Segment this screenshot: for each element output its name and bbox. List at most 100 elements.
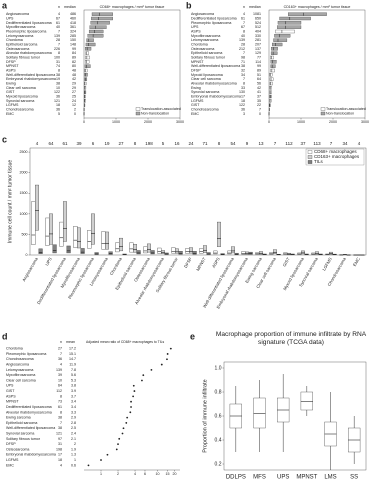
row-n: 38 <box>58 416 62 420</box>
n-label: 113 <box>313 141 321 146</box>
row-n: 198 <box>56 447 62 451</box>
box <box>231 246 235 254</box>
row-n: 8 <box>58 68 60 72</box>
row-label: DFSP <box>191 68 201 72</box>
box <box>35 184 39 231</box>
row-label: Well-differentiated liposarcoma <box>6 73 55 77</box>
row-n: 139 <box>239 38 245 42</box>
row-median: 129 <box>255 51 261 55</box>
row-n: 139 <box>56 368 62 372</box>
point <box>126 416 129 419</box>
row-n: 7 <box>60 352 62 356</box>
x-tick-label: MPNST <box>296 475 317 481</box>
row-median: 82 <box>72 60 76 64</box>
point <box>118 437 121 440</box>
row-n: 32 <box>241 68 245 72</box>
n-label: 54 <box>230 141 236 146</box>
row-label: Chondrosarcoma <box>6 107 34 111</box>
row-n: 8 <box>60 394 62 398</box>
box <box>161 250 165 254</box>
row-median: 89 <box>72 55 76 59</box>
box <box>301 250 305 255</box>
x-tick-label: 4 <box>134 472 136 476</box>
row-label: GIST <box>6 389 15 393</box>
row-label: Alveolar rhabdomyosarcoma <box>6 410 52 414</box>
box <box>94 252 99 255</box>
row-label: MPNST <box>6 400 19 404</box>
row-n: 122 <box>239 103 245 107</box>
row-median: 150 <box>70 38 76 42</box>
row-median: 486 <box>70 12 76 16</box>
row-median: 324 <box>70 29 76 33</box>
point <box>129 411 132 414</box>
n-label: 112 <box>285 141 293 146</box>
box <box>192 251 197 255</box>
x-tick-label: Angiosarcoma <box>21 256 39 282</box>
plot-frame <box>223 361 367 471</box>
row-label: Epithelioid sarcoma <box>191 51 222 55</box>
row-mean: 14.7 <box>69 357 76 361</box>
panel-label: b <box>186 0 192 10</box>
row-mean: 1.9 <box>71 447 76 451</box>
row-n: 7 <box>243 51 245 55</box>
row-median: 48 <box>72 68 76 72</box>
x-tick-label: Chordoma <box>109 256 123 276</box>
point <box>169 347 172 350</box>
row-n: 226 <box>54 47 60 51</box>
row-label: EMC <box>6 463 14 467</box>
box <box>89 25 107 29</box>
x-tick-label: 0 <box>268 120 270 124</box>
box <box>259 251 263 255</box>
legend-label: Non-translocation <box>141 111 169 115</box>
row-median: 207 <box>255 42 261 46</box>
row-median: 24 <box>72 99 76 103</box>
n-label: 39 <box>76 141 82 146</box>
point <box>130 406 132 408</box>
row-median: 25 <box>72 94 76 98</box>
row-n: 18 <box>58 458 62 462</box>
row-n: 34 <box>241 73 245 77</box>
column-header: n <box>58 5 60 9</box>
x-tick-label: 15 <box>165 472 169 476</box>
axis-title: CD68+ macrophages / mm² tumor tissue <box>100 5 165 9</box>
row-mean: 11.9 <box>69 363 76 367</box>
row-label: Epithelioid sarcoma <box>6 42 37 46</box>
x-tick-label: 2 <box>117 472 119 476</box>
plot-frame <box>83 9 181 119</box>
row-mean: 1 <box>74 458 76 462</box>
row-label: LGFMS <box>6 103 19 107</box>
row-mean: 15.1 <box>69 352 76 356</box>
box <box>269 81 273 86</box>
row-n: 61 <box>241 16 245 20</box>
n-label: 4 <box>36 141 39 146</box>
row-label: Chordoma <box>6 347 23 351</box>
row-label: Embryonal rhabdomyosarcoma <box>191 94 241 98</box>
row-label: Alveolar rhabdomyosarcoma <box>191 81 237 85</box>
row-median: 524 <box>255 21 261 25</box>
n-label: 37 <box>300 141 306 146</box>
box <box>133 244 137 253</box>
row-n: 7 <box>58 29 60 33</box>
box <box>105 231 109 250</box>
row-n: 212 <box>239 47 245 51</box>
row-mean: 3.9 <box>71 389 76 393</box>
y-tick-label: 0.4 <box>215 437 222 443</box>
box <box>31 201 36 245</box>
row-label: Solitary fibrous tumor <box>6 437 41 441</box>
row-n: 121 <box>54 99 60 103</box>
y-tick-label: 2000 <box>20 171 28 175</box>
box <box>88 29 104 34</box>
row-median: 42 <box>72 77 76 81</box>
row-median: 330 <box>255 34 261 38</box>
row-n: 67 <box>241 25 245 29</box>
box <box>91 213 95 245</box>
row-n: 130 <box>239 90 245 94</box>
box <box>270 60 277 64</box>
row-median: 64 <box>257 77 261 81</box>
row-n: 71 <box>241 60 245 64</box>
legend-frame <box>305 148 365 166</box>
row-label: ASPS <box>6 68 16 72</box>
box <box>84 90 87 94</box>
row-label: Dedifferentiated liposarcoma <box>6 21 52 25</box>
x-tick-label: 1000 <box>112 120 120 124</box>
